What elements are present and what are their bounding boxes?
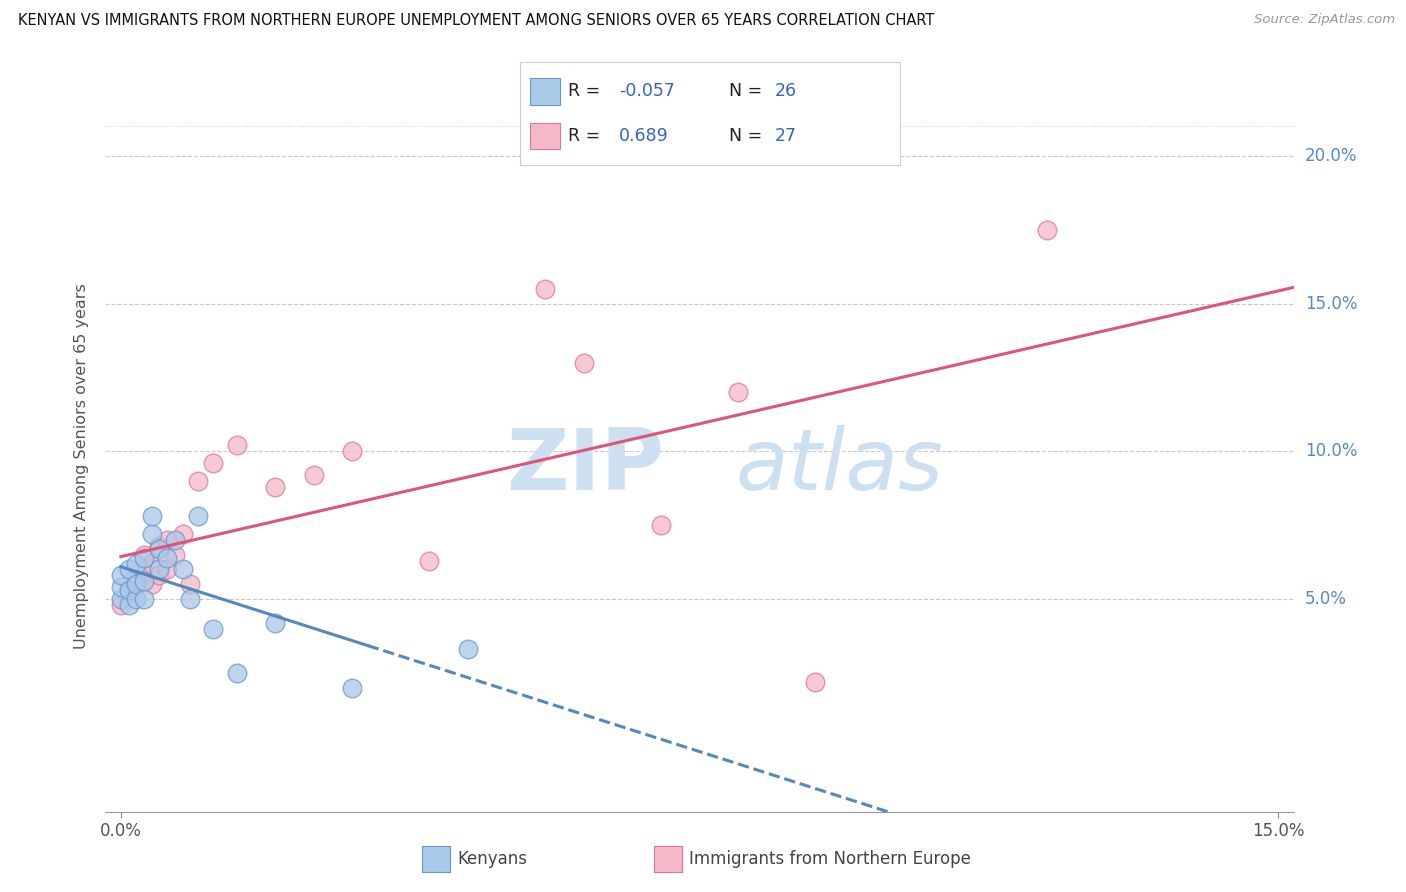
Point — [125, 557, 148, 571]
Point — [132, 568, 155, 582]
Text: R =: R = — [568, 127, 606, 145]
Text: Immigrants from Northern Europe: Immigrants from Northern Europe — [689, 850, 970, 868]
Point — [132, 550, 155, 565]
Point — [156, 550, 179, 565]
Point — [264, 615, 287, 630]
Point — [187, 474, 209, 488]
Text: KENYAN VS IMMIGRANTS FROM NORTHERN EUROPE UNEMPLOYMENT AMONG SENIORS OVER 65 YEA: KENYAN VS IMMIGRANTS FROM NORTHERN EUROP… — [18, 13, 935, 29]
Point — [534, 282, 557, 296]
Text: 27: 27 — [775, 127, 797, 145]
Text: Source: ZipAtlas.com: Source: ZipAtlas.com — [1254, 13, 1395, 27]
Point — [141, 557, 163, 571]
Text: R =: R = — [568, 82, 606, 101]
Point — [110, 598, 132, 612]
Point — [225, 665, 247, 680]
Point — [148, 568, 170, 582]
Point — [650, 518, 672, 533]
Point — [264, 480, 287, 494]
Text: 15.0%: 15.0% — [1305, 294, 1357, 312]
Point — [342, 444, 364, 458]
Text: 26: 26 — [775, 82, 797, 101]
Point — [172, 562, 194, 576]
Point — [117, 586, 139, 600]
Point — [1035, 223, 1057, 237]
Text: -0.057: -0.057 — [619, 82, 675, 101]
Point — [148, 562, 170, 576]
Point — [148, 541, 170, 556]
Point — [727, 385, 749, 400]
Point — [163, 533, 186, 547]
Point — [418, 553, 440, 567]
Point — [132, 574, 155, 589]
Point — [132, 548, 155, 562]
FancyBboxPatch shape — [530, 123, 560, 150]
Point — [163, 548, 186, 562]
Point — [302, 467, 325, 482]
Y-axis label: Unemployment Among Seniors over 65 years: Unemployment Among Seniors over 65 years — [75, 283, 90, 649]
Point — [110, 592, 132, 607]
Point — [117, 583, 139, 598]
Point — [572, 356, 595, 370]
Point — [141, 577, 163, 591]
Point — [156, 533, 179, 547]
Text: N =: N = — [730, 127, 768, 145]
Point — [125, 577, 148, 591]
Text: N =: N = — [730, 82, 768, 101]
Point — [202, 622, 225, 636]
Point — [179, 592, 201, 607]
Text: 0.689: 0.689 — [619, 127, 669, 145]
Point — [172, 527, 194, 541]
Point — [110, 580, 132, 594]
Point — [117, 598, 139, 612]
Point — [132, 592, 155, 607]
Point — [187, 509, 209, 524]
Text: Kenyans: Kenyans — [457, 850, 527, 868]
Text: atlas: atlas — [735, 425, 943, 508]
Point — [141, 527, 163, 541]
Point — [804, 674, 827, 689]
FancyBboxPatch shape — [530, 78, 560, 105]
Text: 20.0%: 20.0% — [1305, 147, 1357, 165]
Point — [125, 577, 148, 591]
Point — [202, 456, 225, 470]
Point — [457, 642, 479, 657]
Point — [156, 562, 179, 576]
Point — [141, 509, 163, 524]
Point — [342, 681, 364, 695]
Point — [179, 577, 201, 591]
Point — [225, 438, 247, 452]
Point — [125, 592, 148, 607]
Text: 10.0%: 10.0% — [1305, 442, 1357, 460]
Point — [148, 539, 170, 553]
Text: 5.0%: 5.0% — [1305, 590, 1347, 608]
Point — [110, 568, 132, 582]
Point — [117, 562, 139, 576]
Text: ZIP: ZIP — [506, 425, 664, 508]
